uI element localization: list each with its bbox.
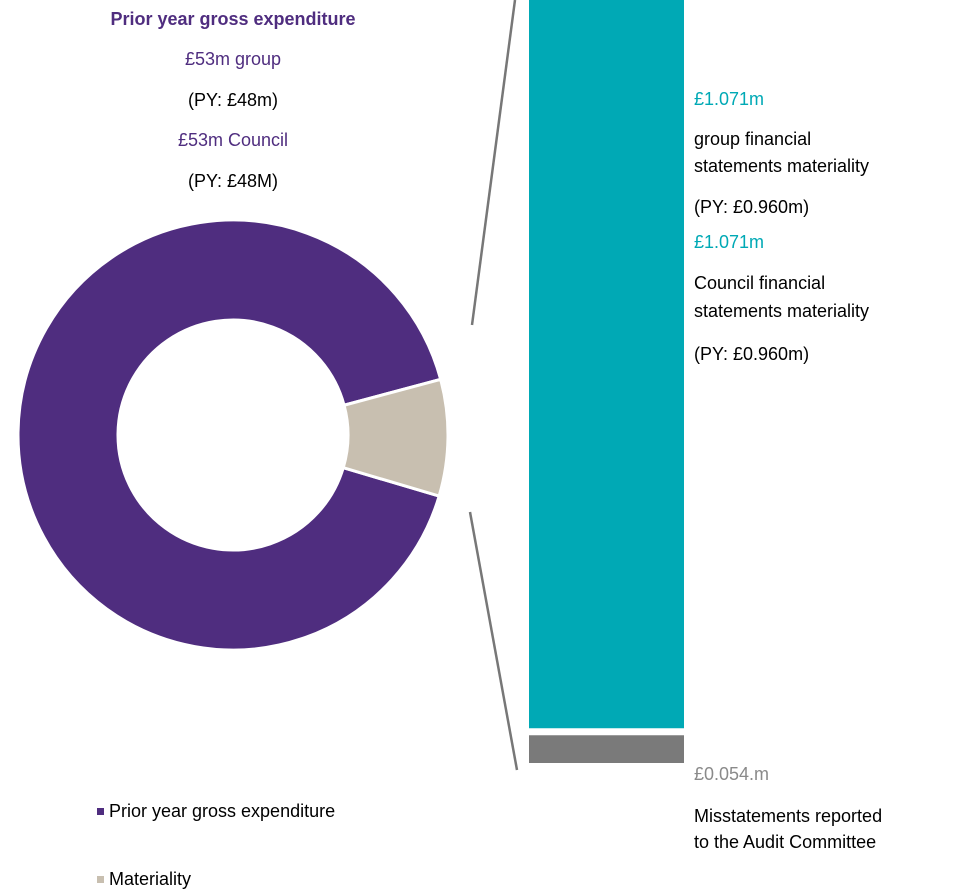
legend-swatch: [97, 808, 104, 815]
legend-label: Prior year gross expenditure: [109, 801, 335, 821]
annotation: statements materiality: [694, 301, 869, 321]
annotation: group financial: [694, 129, 811, 149]
annotation: (PY: £0.960m): [694, 197, 809, 217]
legend-swatch: [97, 876, 104, 883]
annotation: £1.071m: [694, 232, 764, 252]
legend-label: Materiality: [109, 869, 191, 889]
annotation: statements materiality: [694, 156, 869, 176]
annotation: Council financial: [694, 273, 825, 293]
connector: [470, 0, 517, 326]
marks: [16, 0, 684, 763]
connector: [468, 511, 519, 771]
donut-title: Prior year gross expenditure: [110, 9, 355, 29]
annotation: to the Audit Committee: [694, 832, 876, 852]
bar-segment: [529, 731, 684, 763]
annotation: £1.071m: [694, 89, 764, 109]
bar-segment: [529, 0, 684, 732]
annotation: £53m group: [185, 49, 281, 69]
annotation: £0.054.m: [694, 764, 769, 784]
annotation: (PY: £0.960m): [694, 344, 809, 364]
donut-slice: [16, 218, 443, 652]
annotation: (PY: £48M): [188, 171, 278, 191]
annotation: £53m Council: [178, 130, 288, 150]
donut-slice: [341, 377, 450, 498]
annotation: (PY: £48m): [188, 90, 278, 110]
annotation: Misstatements reported: [694, 806, 882, 826]
